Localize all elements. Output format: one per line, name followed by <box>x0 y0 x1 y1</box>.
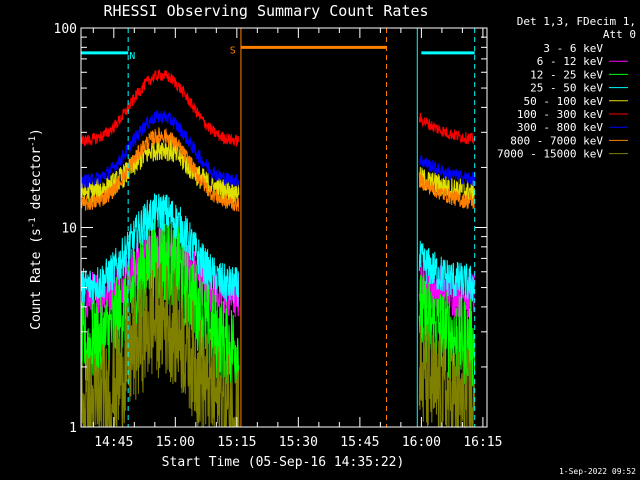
annotation-label-2: S <box>230 45 236 56</box>
legend-label-8: 7000 - 15000 keV <box>497 148 603 161</box>
series-5-segment-1 <box>418 112 475 145</box>
y-tick-label-1: 10 <box>61 222 77 237</box>
series-3 <box>80 193 475 307</box>
x-tick-label-6: 16:15 <box>463 435 502 450</box>
legend-label-3: 25 - 50 keV <box>530 82 603 95</box>
series-8 <box>80 261 475 429</box>
legend-label-5: 100 - 300 keV <box>517 108 603 121</box>
series-6-segment-0 <box>80 110 240 189</box>
y-axis-label-sup2: -1 <box>28 136 38 147</box>
x-tick-label-0: 14:45 <box>94 435 133 450</box>
series-2 <box>80 217 475 391</box>
y-tick-label-2: 100 <box>54 22 77 37</box>
chart-title: RHESSI Observing Summary Count Rates <box>103 2 428 20</box>
y-axis-label-close: ) <box>29 128 44 136</box>
x-tick-label-1: 15:00 <box>156 435 195 450</box>
y-axis-label: Count Rate (s-1 detector-1) <box>28 128 44 330</box>
x-tick-label-2: 15:15 <box>217 435 256 450</box>
series-2-segment-1 <box>418 274 475 387</box>
annotation-label-0: N <box>129 51 135 62</box>
y-axis-label-sup: -1 <box>28 217 38 228</box>
y-tick-label-0: 1 <box>69 421 77 436</box>
legend-label-6: 300 - 800 keV <box>517 121 603 134</box>
series-7-segment-0 <box>80 126 240 212</box>
x-tick-label-3: 15:30 <box>279 435 318 450</box>
axis-ticks: 1 10 100 14:45 15:00 15:15 15:30 15:45 16:00 16:1… <box>54 22 503 450</box>
series-3-segment-0 <box>80 193 240 307</box>
series-7 <box>80 126 475 212</box>
legend-label-1: 6 - 12 keV <box>537 55 604 68</box>
series-5 <box>80 69 475 148</box>
series-7-segment-1 <box>418 172 475 209</box>
plot-data <box>80 69 475 429</box>
x-tick-label-5: 16:00 <box>402 435 441 450</box>
x-axis-label: Start Time (05-Sep-16 14:35:22) <box>162 455 405 470</box>
series-3-segment-1 <box>418 240 475 302</box>
legend-label-0: 3 - 6 keV <box>543 42 603 55</box>
legend-header-line-1: Det 1,3, FDecim 1, <box>517 15 636 28</box>
legend-label-2: 12 - 25 keV <box>530 68 603 81</box>
series-5-segment-0 <box>80 69 240 148</box>
series-6-segment-1 <box>419 155 475 187</box>
series-2-segment-0 <box>80 217 240 391</box>
series-4 <box>80 137 475 204</box>
series-8-segment-1 <box>418 325 475 429</box>
y-axis-label-rest: detector <box>29 147 44 218</box>
y-axis-label-main: Count Rate (s <box>29 228 44 330</box>
legend-label-7: 800 - 7000 keV <box>510 134 603 147</box>
series-6 <box>80 110 475 189</box>
legend-header-line-2: Att 0 <box>603 28 636 41</box>
footer-timestamp: 1-Sep-2022 09:52 <box>559 467 636 476</box>
annotations: NS <box>81 28 476 427</box>
legend-label-4: 50 - 100 keV <box>524 95 604 108</box>
series-4-segment-1 <box>418 166 475 203</box>
x-tick-label-4: 15:45 <box>340 435 379 450</box>
